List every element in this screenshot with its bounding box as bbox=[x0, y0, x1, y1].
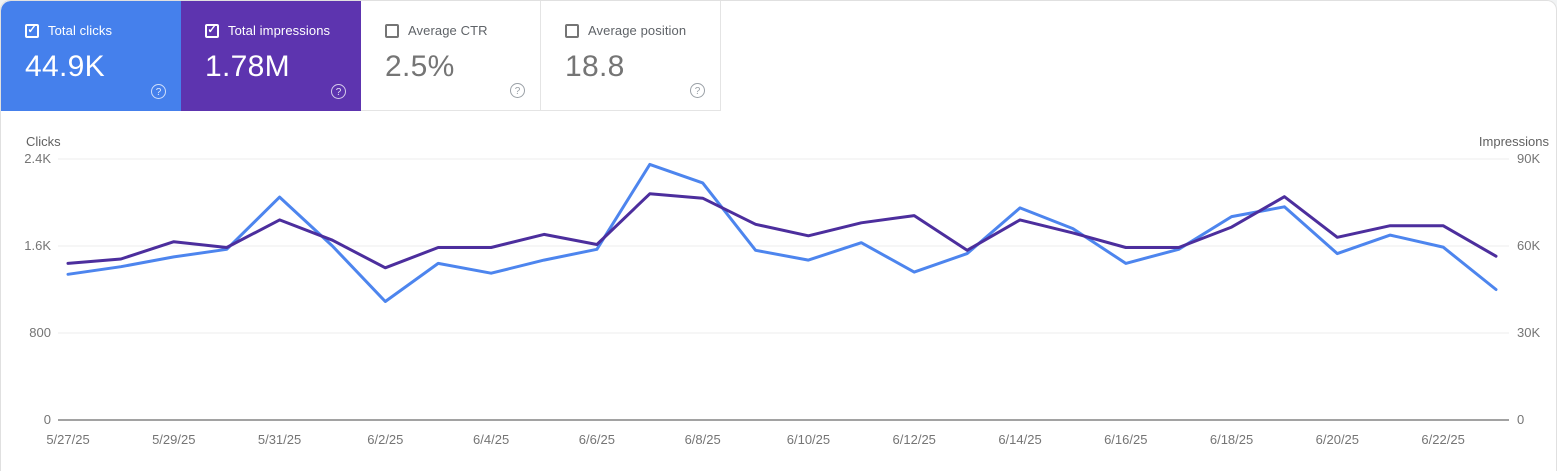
total-impressions-checkbox[interactable]: ✓ bbox=[205, 23, 219, 38]
x-axis-date-label: 6/20/25 bbox=[1316, 432, 1359, 447]
right-axis-tick: 30K bbox=[1517, 325, 1540, 340]
performance-chart: 2.4K 90K 1.6K 60K 800 30K 0 0 Clicks Impressions 5… bbox=[24, 134, 1550, 447]
right-axis-tick: 90K bbox=[1517, 151, 1540, 166]
right-axis-tick: 0 bbox=[1517, 412, 1524, 427]
metric-card-total-impressions[interactable]: ✓ Total impressions 1.78M ? bbox=[181, 1, 361, 111]
help-icon[interactable]: ? bbox=[510, 83, 525, 98]
left-axis-tick: 800 bbox=[29, 325, 51, 340]
metric-value: 44.9K bbox=[25, 50, 105, 83]
total-clicks-checkbox[interactable]: ✓ bbox=[25, 23, 39, 38]
x-axis-date-label: 6/18/25 bbox=[1210, 432, 1253, 447]
average-position-checkbox[interactable]: ✓ bbox=[565, 23, 579, 38]
help-icon[interactable]: ? bbox=[690, 83, 705, 98]
metric-card-average-position[interactable]: ✓ Average position 18.8 ? bbox=[541, 1, 721, 111]
x-axis-date-label: 5/31/25 bbox=[258, 432, 301, 447]
metric-label: Average position bbox=[588, 23, 687, 38]
metric-label: Average CTR bbox=[408, 23, 488, 38]
x-axis-date-label: 5/29/25 bbox=[152, 432, 195, 447]
left-axis-tick: 1.6K bbox=[24, 238, 51, 253]
x-axis-date-label: 6/12/25 bbox=[893, 432, 936, 447]
impressions-line[interactable] bbox=[66, 192, 1498, 270]
metric-card-total-clicks[interactable]: ✓ Total clicks 44.9K ? bbox=[1, 1, 181, 111]
metric-cards-row: ✓ Total clicks 44.9K ? ✓ Total impressio… bbox=[1, 1, 1556, 111]
metric-value: 18.8 bbox=[565, 50, 625, 83]
right-axis-tick: 60K bbox=[1517, 238, 1540, 253]
metric-card-average-ctr[interactable]: ✓ Average CTR 2.5% ? bbox=[361, 1, 541, 111]
x-axis-date-label: 6/8/25 bbox=[685, 432, 721, 447]
x-axis-date-label: 6/10/25 bbox=[787, 432, 830, 447]
x-axis-date-label: 6/4/25 bbox=[473, 432, 509, 447]
help-icon[interactable]: ? bbox=[331, 84, 346, 99]
metric-label: Total clicks bbox=[48, 23, 113, 38]
check-icon: ✓ bbox=[27, 24, 37, 36]
x-axis-date-label: 6/6/25 bbox=[579, 432, 615, 447]
left-axis-tick: 2.4K bbox=[24, 151, 51, 166]
x-axis-date-label: 6/2/25 bbox=[367, 432, 403, 447]
x-axis-date-label: 6/22/25 bbox=[1421, 432, 1464, 447]
right-axis-title: Impressions bbox=[1479, 134, 1550, 149]
clicks-line[interactable] bbox=[66, 162, 1498, 303]
check-icon: ✓ bbox=[207, 24, 217, 36]
metric-value: 2.5% bbox=[385, 50, 455, 83]
average-ctr-checkbox[interactable]: ✓ bbox=[385, 23, 399, 38]
left-axis-tick: 0 bbox=[44, 412, 51, 427]
help-icon[interactable]: ? bbox=[151, 84, 166, 99]
metric-value: 1.78M bbox=[205, 50, 290, 83]
metric-label: Total impressions bbox=[228, 23, 331, 38]
x-axis-date-label: 5/27/25 bbox=[46, 432, 89, 447]
x-axis-date-label: 6/14/25 bbox=[998, 432, 1041, 447]
left-axis-title: Clicks bbox=[26, 134, 61, 149]
x-axis-date-label: 6/16/25 bbox=[1104, 432, 1147, 447]
